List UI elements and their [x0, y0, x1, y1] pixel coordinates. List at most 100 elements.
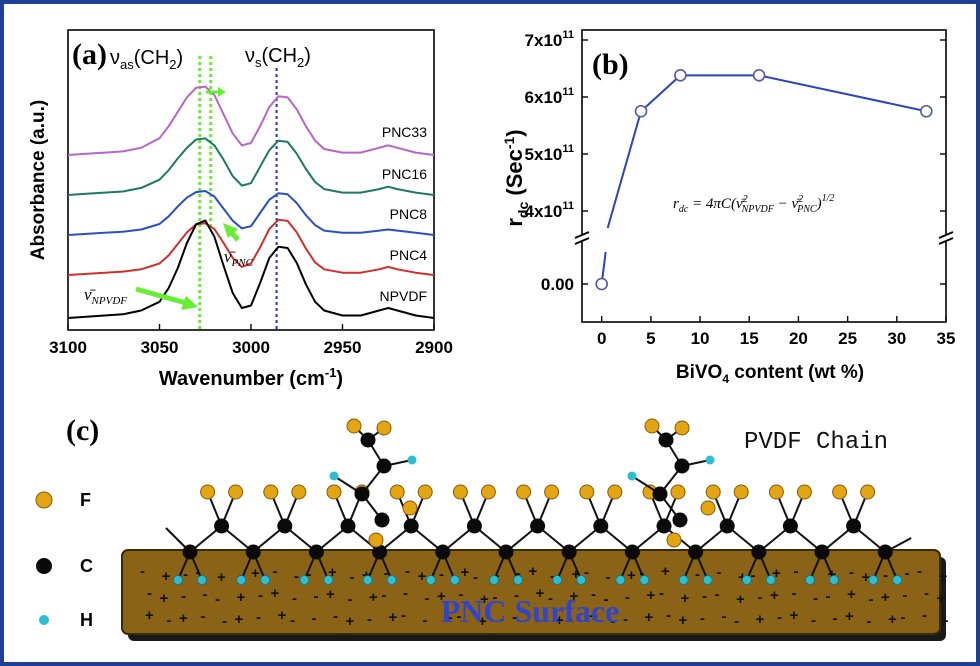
fluorine-atom-9-1 [480, 484, 496, 500]
branch-hydrogen-left-b [407, 455, 417, 465]
panel-a-guide-lines [198, 56, 278, 330]
surface-charge-93: + [235, 611, 244, 628]
branch-fluorine-left-a [346, 418, 362, 434]
b-y-tick-base: 7x10 [525, 31, 563, 50]
surface-charge-131: - [944, 612, 949, 629]
surface-charge-10: + [328, 564, 337, 581]
series-label-pnc33: PNC33 [382, 124, 427, 140]
surface-charge-44: - [147, 585, 152, 602]
surface-charge-70: - [625, 589, 630, 606]
fluorine-atom-11-1 [544, 484, 560, 500]
fluorine-atom-13-0 [579, 484, 595, 500]
surface-charge-28: + [661, 563, 670, 580]
mode-as-nu: ν [110, 47, 120, 69]
carbon-atom-3 [277, 518, 293, 534]
surface-charge-107: - [500, 611, 505, 628]
surface-charge-14: - [405, 563, 410, 580]
b-axis-break-mark-b-1 [938, 237, 954, 245]
surface-charge-45: + [160, 590, 169, 607]
mode-as-sub: as [120, 57, 134, 72]
surface-charge-118: - [700, 610, 705, 627]
surface-charge-127: - [867, 613, 872, 630]
hydrogen-atom-0-0 [173, 575, 183, 585]
spectrum-pnc8 [67, 190, 435, 236]
x-tick-label-2950: 2950 [324, 338, 362, 357]
carbon-atom-6 [372, 544, 388, 560]
spectrum-pnc4 [67, 218, 435, 276]
surface-charge-110: + [555, 612, 564, 629]
surface-charge-62: + [480, 591, 489, 608]
surface-charge-103: - [423, 612, 428, 629]
arrow-npvdf [135, 286, 198, 310]
surface-charge-20: - [516, 565, 521, 582]
surface-charge-26: + [627, 567, 636, 584]
surface-charge-9: - [307, 566, 312, 583]
annot-nu-pnc-sub: PNC [231, 257, 254, 269]
panel-a-x-axis-label-sup: -1 [325, 365, 337, 380]
annot-nu-npvdf: ν̄NPVDF [84, 285, 127, 307]
panel-b-formula: rdc = 4πC(ν̄2 NPVDF − ν̄2 PNC)1/2 [673, 193, 834, 215]
branch-carbon-left-2 [376, 458, 392, 474]
surface-charge-35: - [794, 563, 799, 580]
fluorine-atom-7-0 [389, 484, 405, 500]
surface-charge-95: + [278, 607, 287, 624]
carbon-atom-19 [782, 518, 798, 534]
surface-charge-105: - [457, 608, 462, 625]
mode-as-rest: (CH [134, 47, 170, 69]
branch-fluorine-right-b [674, 420, 690, 436]
surface-charge-42: - [917, 563, 922, 580]
hydrogen-atom-10-1 [513, 575, 523, 585]
carbon-atom-10 [498, 544, 514, 560]
formula-t2-sub: PNC [796, 204, 817, 215]
surface-charge-40: - [883, 567, 888, 584]
hydrogen-atom-22-1 [892, 575, 903, 585]
surface-charge-73: + [681, 590, 690, 607]
fluorine-atom-19-1 [796, 484, 812, 500]
spectrum-pnc16 [67, 137, 435, 196]
surface-charge-104: + [444, 610, 453, 627]
carbon-atom-8 [435, 544, 451, 560]
mode-as-sub2: 2 [169, 57, 176, 72]
hydrogen-atom-18-1 [765, 575, 776, 585]
b-y-tick-base: 4x10 [525, 202, 563, 221]
fluorine-atom-1-0 [200, 484, 216, 500]
carbon-atom-11 [530, 518, 546, 534]
hydrogen-atom-14-1 [639, 575, 650, 585]
surface-charge-102: - [401, 607, 406, 624]
panel-a-spectra [67, 85, 435, 319]
hydrogen-atom-6-1 [386, 575, 397, 585]
legend-label-c: C [80, 556, 93, 576]
surface-charge-46: - [181, 588, 186, 605]
fluorine-atom-17-1 [733, 484, 749, 500]
surface-charge-129: - [901, 609, 906, 626]
surface-charge-25: - [606, 569, 611, 586]
surface-charge-108: - [512, 609, 517, 626]
branch-hydrogen-right-a [627, 471, 637, 481]
branch-carbon-left-0 [374, 512, 390, 528]
spectrum-npvdf [67, 219, 435, 319]
formula-t1-sub: NPVDF [741, 204, 775, 215]
surface-charge-75: - [715, 586, 720, 603]
formula-exp: 1/2 [822, 193, 835, 204]
hydrogen-atom-14-0 [615, 575, 626, 585]
formula-minus: − [774, 196, 792, 212]
surface-charge-22: - [550, 568, 555, 585]
pnc-surface-label: PNC Surface [441, 593, 620, 629]
surface-charge-117: + [679, 612, 688, 629]
surface-charge-32: + [738, 569, 747, 586]
panel-a: 3100 3050 3000 2950 2900 PNC33 PNC16 PNC8 PNC4 N… [28, 29, 453, 390]
b-y-tick-label-6x10: 6x1011 [525, 86, 574, 107]
hydrogen-atom-10-0 [489, 575, 499, 585]
hydrogen-atom-18-0 [741, 575, 752, 585]
surface-charge-86: - [924, 585, 929, 602]
b-data-point-4 [920, 104, 933, 118]
panel-a-x-axis-label-main: Wavenumber (cm [159, 368, 325, 390]
hydrogen-atom-12-0 [552, 575, 563, 585]
surface-charge-13: - [384, 565, 389, 582]
mode-s-label: νs(CH2) [245, 45, 311, 70]
surface-charge-80: - [813, 590, 818, 607]
b-x-tick-label-20: 20 [789, 329, 808, 348]
b-y-tick-label-7x10: 7x1011 [525, 29, 574, 50]
carbon-atom-22 [877, 544, 893, 560]
branch-carbon-right-1 [652, 486, 668, 502]
